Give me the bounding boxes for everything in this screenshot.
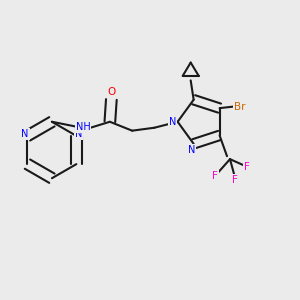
Text: F: F xyxy=(244,163,250,172)
Text: O: O xyxy=(107,87,116,97)
Text: Br: Br xyxy=(234,102,245,112)
Text: N: N xyxy=(75,129,82,140)
Text: F: F xyxy=(232,175,237,185)
Text: N: N xyxy=(169,117,176,127)
Text: N: N xyxy=(188,146,195,155)
Text: F: F xyxy=(212,171,218,181)
Text: NH: NH xyxy=(76,122,91,132)
Text: N: N xyxy=(21,129,29,140)
